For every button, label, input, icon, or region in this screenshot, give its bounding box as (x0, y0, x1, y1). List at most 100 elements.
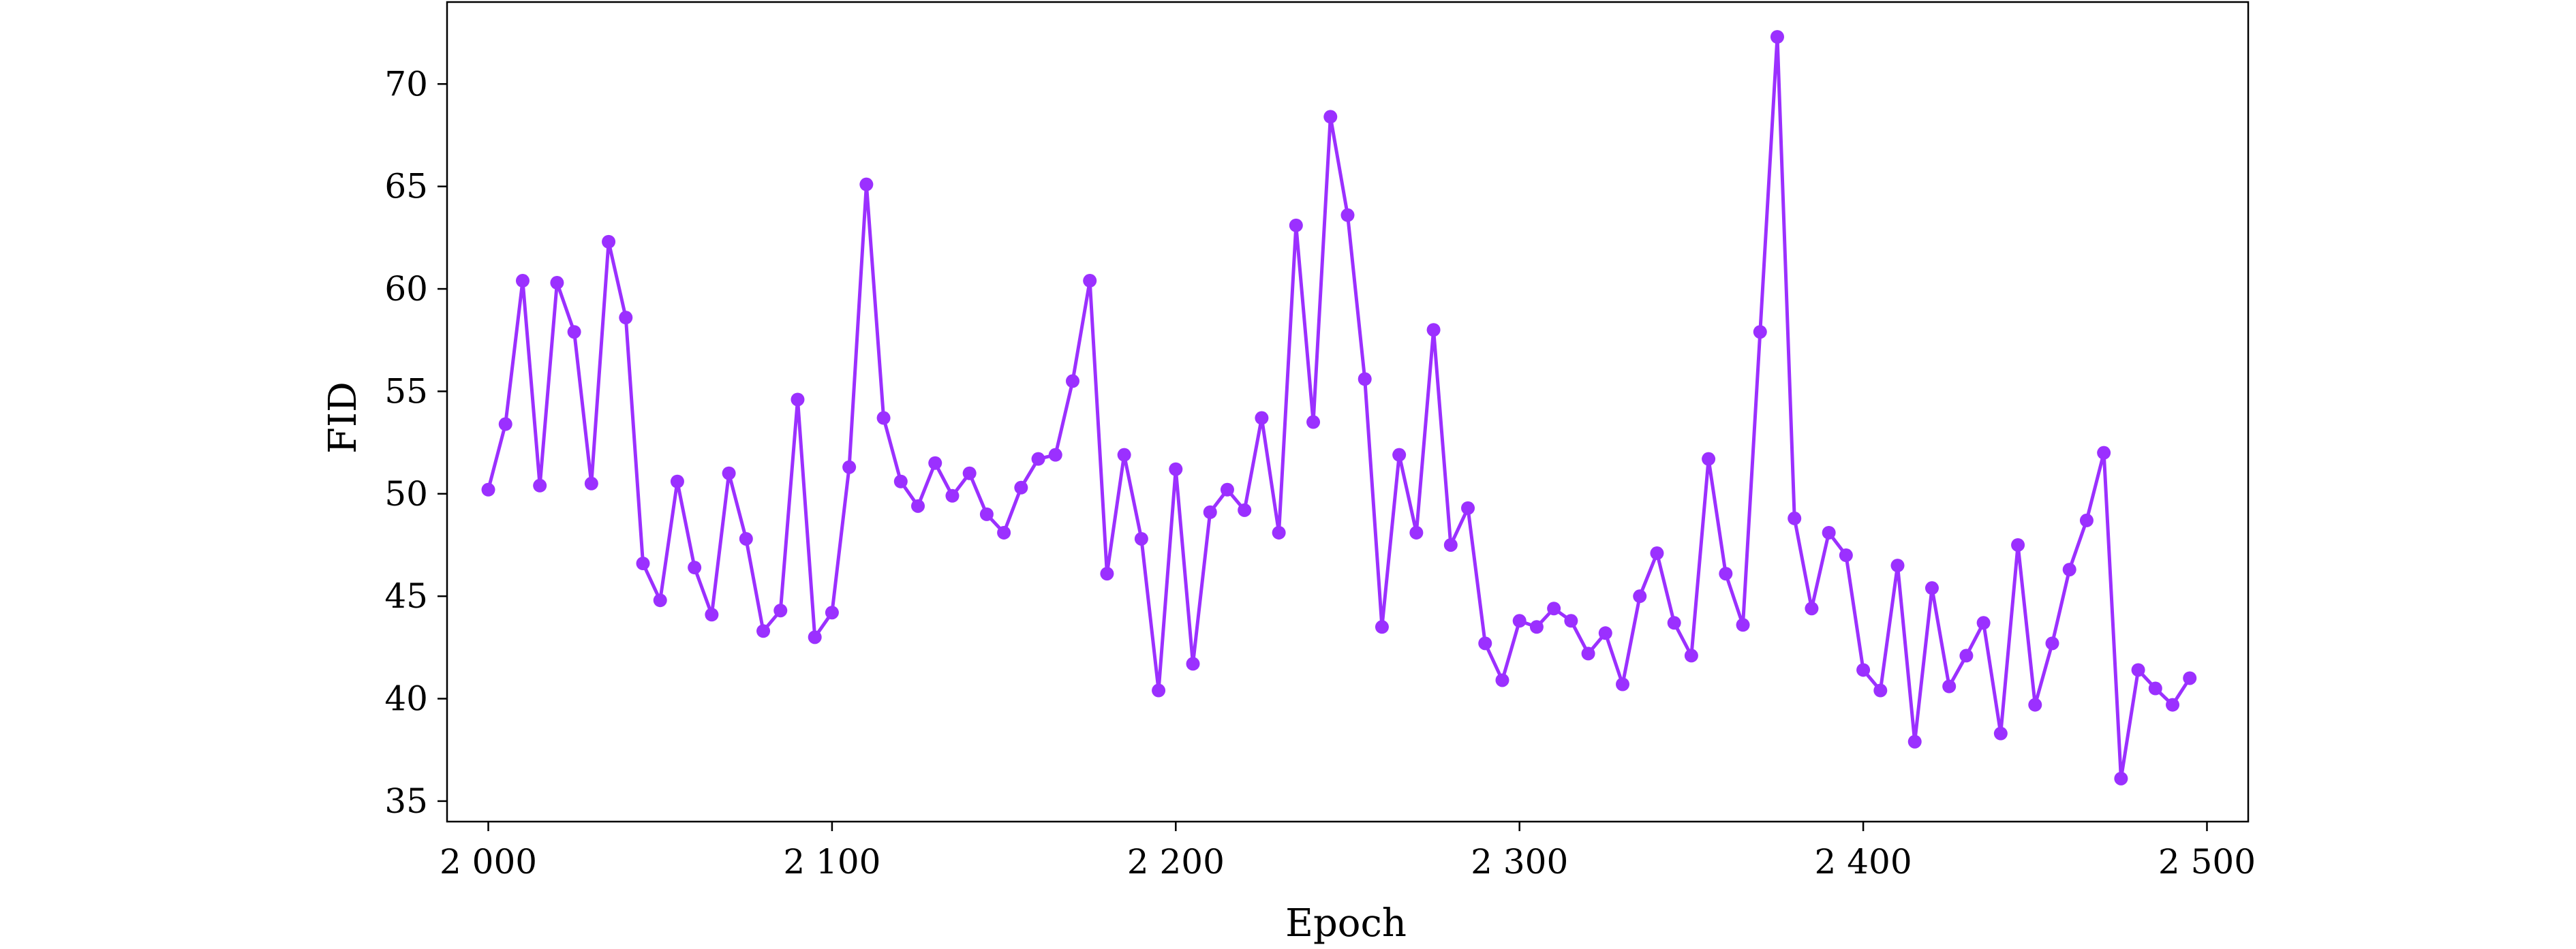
data-point (911, 499, 925, 513)
data-point (1409, 525, 1424, 540)
data-point (1495, 673, 1509, 687)
data-point (962, 466, 977, 480)
data-point (1529, 620, 1544, 634)
data-point (1856, 663, 1871, 677)
data-point (773, 604, 788, 618)
data-point (619, 311, 633, 325)
data-point (653, 593, 667, 608)
data-point (705, 608, 719, 622)
data-point (1702, 452, 1716, 466)
data-point (1186, 657, 1200, 671)
data-point (2062, 563, 2076, 577)
data-point (1993, 726, 2008, 741)
data-point (1289, 218, 1303, 232)
data-point (876, 411, 891, 425)
data-point (893, 474, 908, 488)
data-point (1684, 649, 1698, 663)
data-point (1822, 525, 1836, 540)
data-point (1340, 208, 1355, 222)
data-point (1564, 614, 1578, 628)
y-tick-label: 45 (384, 576, 428, 616)
data-point (1031, 452, 1045, 466)
data-point (1306, 415, 1321, 429)
data-point (1667, 616, 1681, 630)
data-point (2079, 513, 2094, 527)
x-tick-label: 2 500 (2158, 842, 2256, 882)
y-axis-ticks: 35 40 45 50 55 60 65 70 (384, 64, 447, 821)
data-point (1736, 618, 1750, 632)
data-point (1650, 546, 1664, 561)
data-point (997, 525, 1011, 540)
data-point (1598, 626, 1612, 640)
data-point (1443, 538, 1458, 552)
y-tick-label: 50 (384, 474, 428, 514)
data-point (1633, 589, 1647, 604)
data-point (1100, 567, 1114, 581)
data-point (1426, 323, 1441, 337)
data-point (1753, 325, 1767, 339)
data-point (1048, 448, 1062, 462)
data-point (1581, 647, 1595, 661)
x-tick-label: 2 200 (1127, 842, 1225, 882)
data-point (584, 476, 598, 491)
data-point (2011, 538, 2025, 552)
data-point (636, 557, 650, 571)
x-tick-label: 2 400 (1815, 842, 1912, 882)
data-point (602, 234, 616, 249)
data-point (1358, 372, 1372, 386)
data-point (2131, 663, 2145, 677)
y-tick-label: 55 (384, 371, 428, 411)
data-point (842, 460, 857, 474)
data-point (808, 630, 822, 644)
data-point (1220, 482, 1234, 497)
data-point (1117, 448, 1131, 462)
data-point (2166, 698, 2180, 712)
data-point (1959, 649, 1974, 663)
data-point (1805, 602, 1819, 616)
data-point (2097, 446, 2111, 460)
x-axis-ticks: 2 000 2 100 2 200 2 300 2 400 2 500 (440, 822, 2256, 882)
y-tick-label: 60 (384, 269, 428, 309)
data-point (1976, 616, 1991, 630)
data-point (1323, 110, 1338, 124)
x-tick-label: 2 100 (783, 842, 880, 882)
data-point (1616, 677, 1630, 691)
data-point (1907, 734, 1922, 749)
data-point (979, 507, 994, 521)
data-point (945, 488, 960, 503)
data-point (2045, 636, 2059, 651)
x-tick-label: 2 300 (1471, 842, 1568, 882)
data-point (1255, 411, 1269, 425)
data-point (1203, 505, 1217, 519)
data-point (1392, 448, 1407, 462)
data-point (1152, 683, 1166, 698)
y-axis-label: FID (321, 382, 365, 454)
data-point (1925, 581, 1939, 595)
data-point (722, 466, 736, 480)
data-point (1547, 602, 1561, 616)
data-point (533, 478, 547, 493)
data-point (1478, 636, 1492, 651)
series-line (487, 35, 2192, 781)
data-point (2114, 771, 2128, 785)
data-point (859, 177, 874, 191)
plot-area-frame (446, 1, 2250, 823)
data-point (688, 561, 702, 575)
data-point (670, 474, 684, 488)
data-point (1788, 511, 1802, 525)
data-point (756, 624, 771, 638)
x-axis-label: Epoch (1285, 901, 1407, 946)
data-point (2148, 681, 2162, 696)
data-point (1169, 462, 1183, 476)
data-point (498, 417, 512, 431)
data-point (825, 606, 839, 620)
data-point (550, 276, 564, 290)
data-point (1942, 679, 1957, 694)
data-point (1134, 531, 1148, 546)
y-tick-label: 35 (384, 781, 428, 821)
y-tick-label: 40 (384, 679, 428, 719)
data-point (515, 274, 530, 288)
data-point (1272, 525, 1286, 540)
y-tick-label: 70 (384, 64, 428, 104)
